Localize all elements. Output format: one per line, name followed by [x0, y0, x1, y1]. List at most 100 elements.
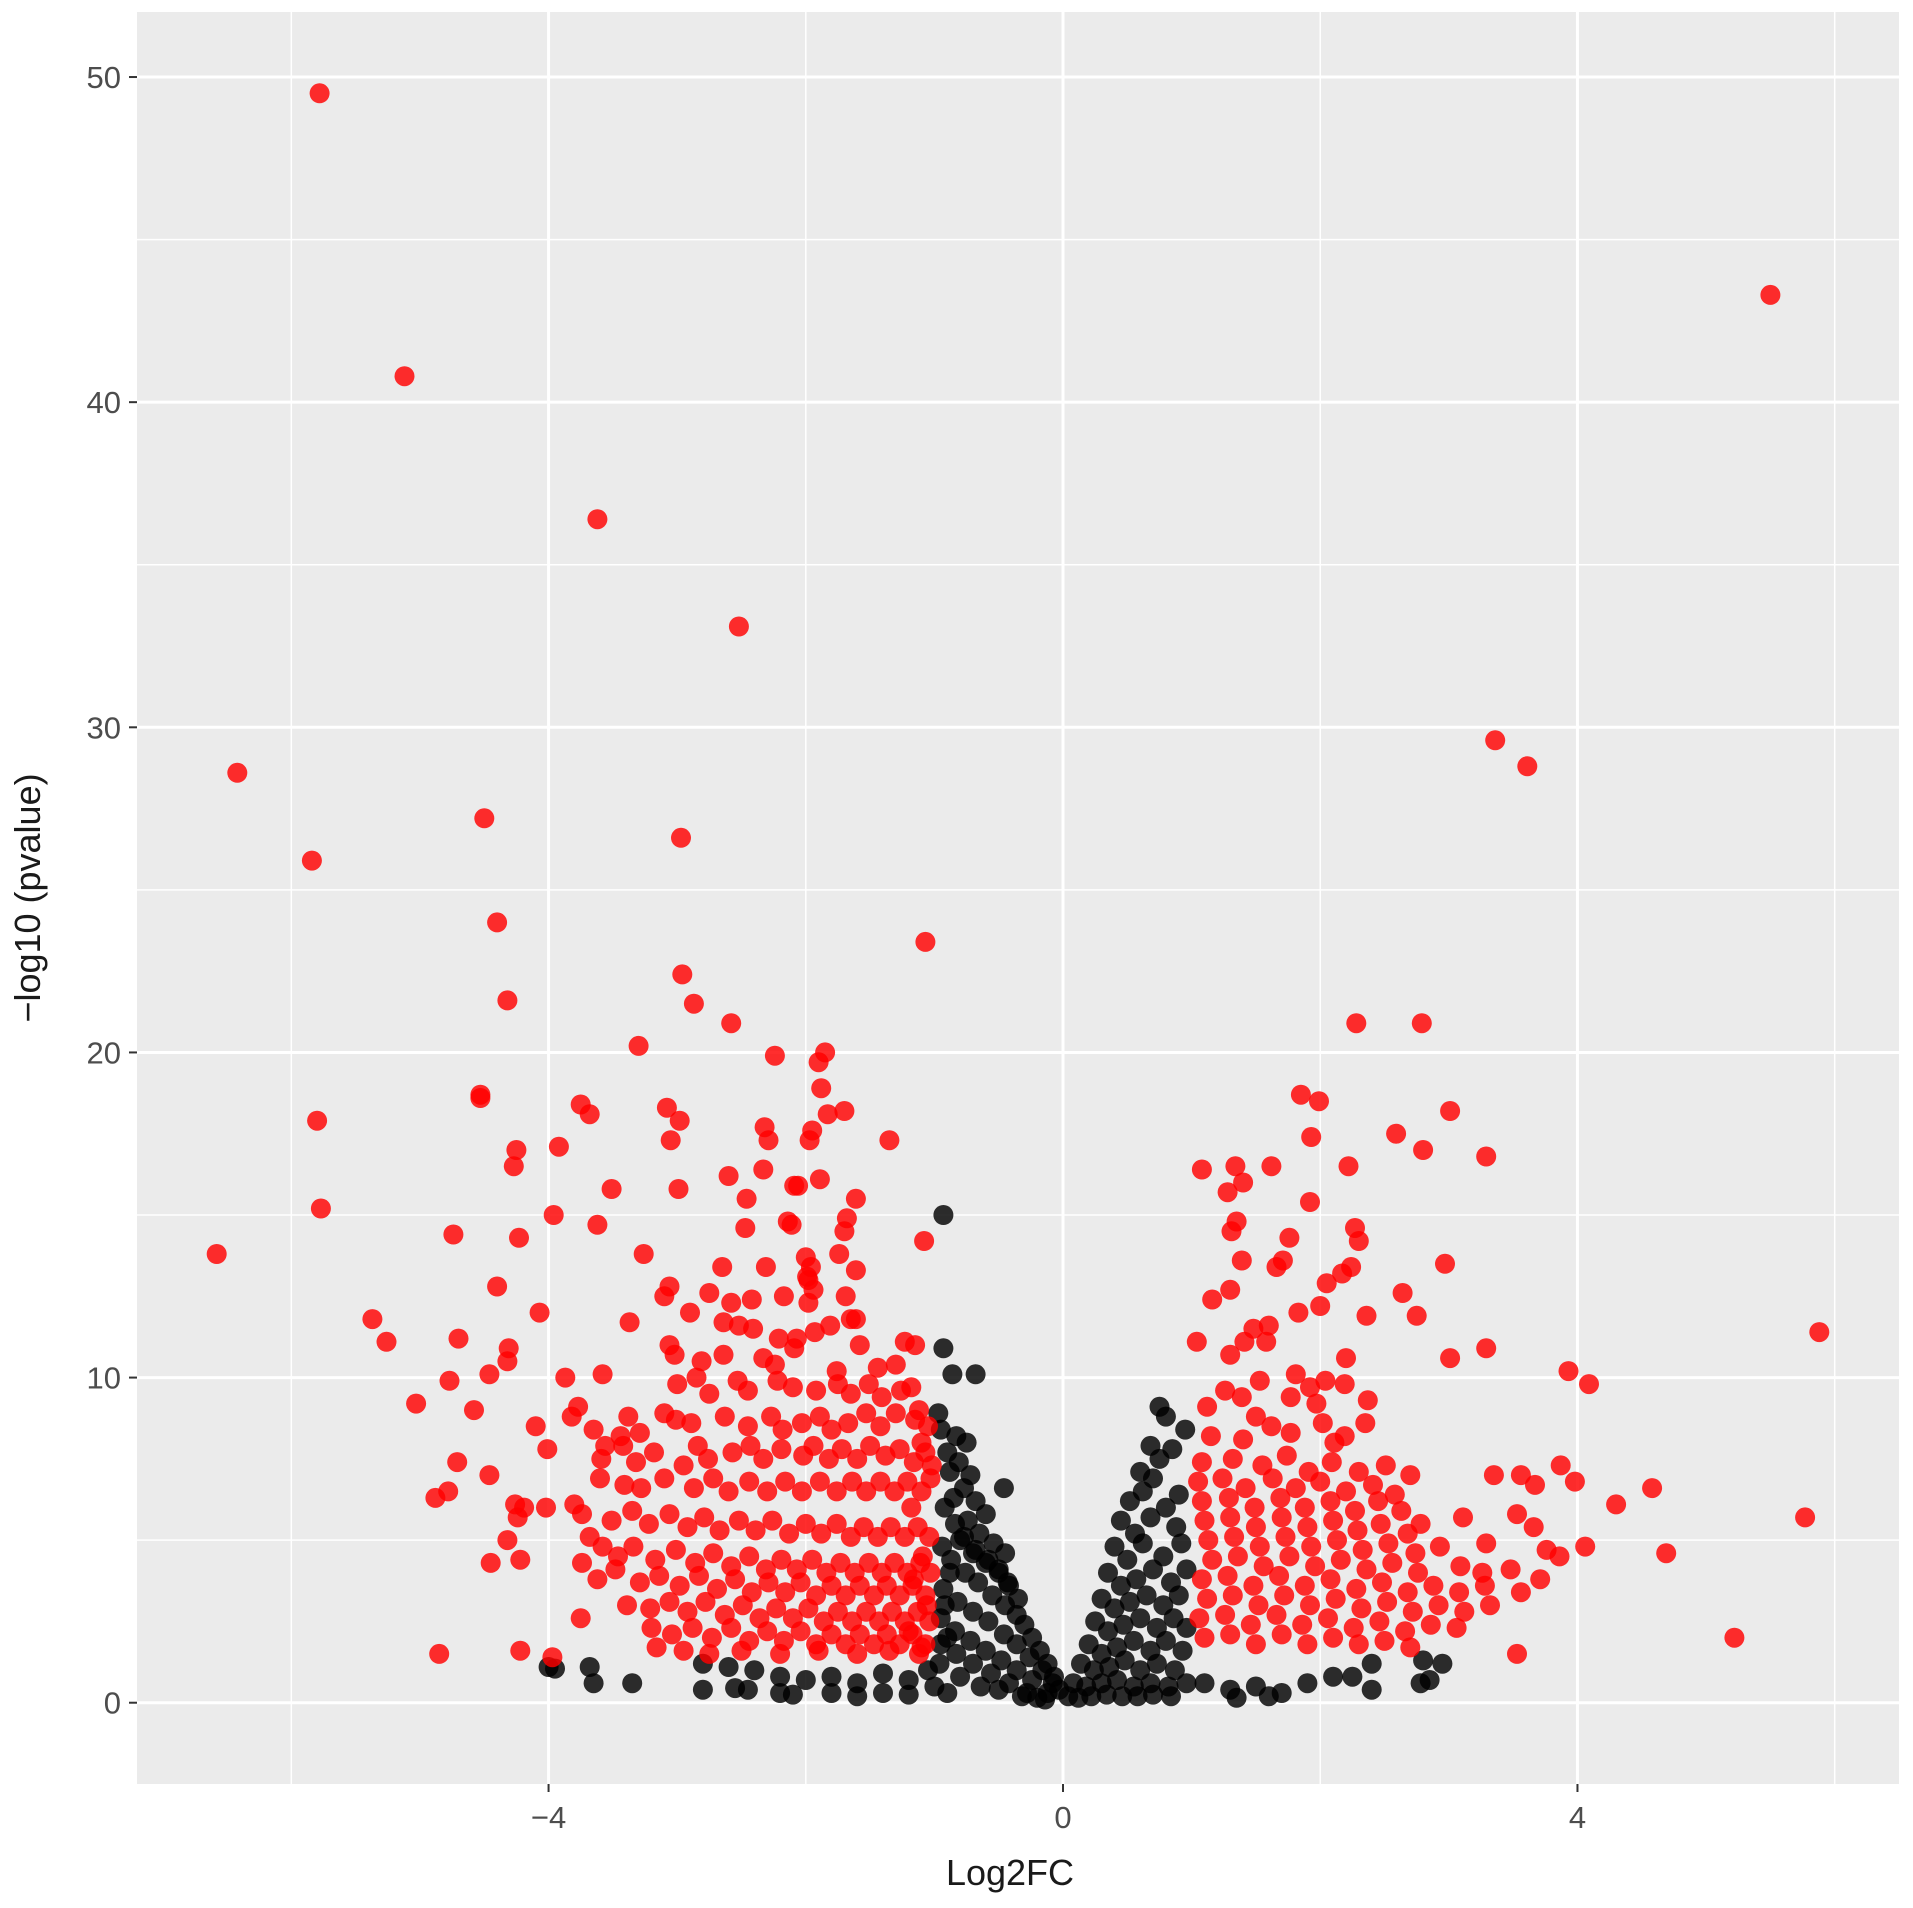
data-point-significant	[1285, 1478, 1306, 1499]
data-point-significant	[1320, 1569, 1341, 1590]
y-tick-label: 40	[87, 385, 121, 420]
data-point-significant	[699, 1283, 720, 1303]
data-point-significant	[591, 1448, 612, 1469]
data-point-significant	[1656, 1543, 1677, 1564]
data-point-significant	[394, 366, 415, 387]
data-point-not-significant	[975, 1640, 996, 1661]
data-point-significant	[803, 1435, 824, 1456]
y-tick-label: 50	[87, 60, 121, 95]
data-point-significant	[587, 1569, 608, 1590]
data-point-significant	[1220, 1344, 1241, 1365]
data-point-significant	[1372, 1572, 1392, 1593]
data-point-not-significant	[622, 1673, 643, 1694]
data-point-significant	[1357, 1390, 1378, 1411]
data-point-significant	[301, 850, 322, 871]
data-point-not-significant	[933, 1338, 954, 1359]
data-point-significant	[1316, 1273, 1337, 1294]
data-point-not-significant	[946, 1643, 967, 1664]
data-point-significant	[856, 1481, 877, 1502]
data-point-significant	[809, 1471, 830, 1492]
data-point-significant	[1525, 1474, 1545, 1495]
data-point-significant	[743, 1318, 764, 1339]
data-point-significant	[1346, 1578, 1367, 1599]
data-point-significant	[683, 993, 704, 1014]
data-point-not-significant	[1136, 1585, 1157, 1606]
data-point-significant	[1225, 1156, 1246, 1177]
data-point-not-significant	[1155, 1406, 1176, 1427]
data-point-significant	[915, 931, 936, 952]
data-point-significant	[1274, 1585, 1295, 1606]
data-point-significant	[613, 1435, 634, 1456]
data-point-significant	[439, 1370, 460, 1391]
data-point-significant	[847, 1643, 868, 1664]
data-point-significant	[911, 1432, 932, 1453]
data-point-significant	[811, 1523, 832, 1544]
data-point-significant	[753, 1448, 774, 1469]
data-point-significant	[1348, 1231, 1369, 1251]
data-point-significant	[1332, 1263, 1353, 1284]
data-point-significant	[1323, 1510, 1344, 1531]
data-point-significant	[664, 1344, 685, 1365]
data-point-not-significant	[1119, 1591, 1140, 1612]
data-point-significant	[1256, 1331, 1277, 1352]
data-point-significant	[718, 1481, 739, 1502]
data-point-significant	[849, 1624, 870, 1645]
data-point-not-significant	[933, 1578, 954, 1599]
data-point-significant	[1530, 1569, 1551, 1590]
data-point-significant	[660, 1130, 681, 1151]
data-point-not-significant	[1104, 1598, 1125, 1619]
data-point-significant	[919, 1611, 940, 1632]
data-point-significant	[920, 1562, 941, 1583]
data-point-significant	[1191, 1159, 1212, 1180]
data-point-not-significant	[968, 1572, 989, 1593]
data-point-not-significant	[954, 1526, 974, 1547]
data-point-not-significant	[1226, 1687, 1247, 1708]
data-point-significant	[1215, 1380, 1236, 1401]
data-point-significant	[447, 1452, 468, 1473]
data-point-significant	[698, 1448, 718, 1469]
data-point-significant	[448, 1328, 469, 1349]
data-point-significant	[1510, 1582, 1531, 1603]
data-point-significant	[682, 1617, 703, 1638]
data-point-significant	[1325, 1588, 1346, 1609]
data-point-not-significant	[782, 1684, 803, 1705]
data-point-significant	[695, 1591, 716, 1612]
data-point-significant	[1212, 1468, 1233, 1489]
data-point-significant	[764, 1045, 785, 1066]
data-point-significant	[507, 1507, 528, 1528]
data-point-not-significant	[737, 1679, 758, 1700]
data-point-significant	[1271, 1624, 1292, 1645]
plot-panel	[137, 12, 1899, 1784]
data-point-significant	[1285, 1364, 1306, 1385]
data-point-significant	[1324, 1432, 1345, 1453]
data-point-significant	[1795, 1507, 1816, 1528]
data-point-significant	[1290, 1084, 1311, 1105]
data-point-significant	[1262, 1468, 1283, 1489]
data-point-significant	[809, 1406, 830, 1427]
data-point-significant	[707, 1578, 727, 1599]
data-point-significant	[768, 1328, 789, 1349]
data-point-significant	[1507, 1643, 1527, 1664]
data-point-not-significant	[965, 1364, 986, 1385]
data-point-significant	[1191, 1452, 1212, 1473]
data-point-significant	[1288, 1302, 1309, 1323]
data-point-significant	[683, 1478, 704, 1499]
data-point-significant	[1280, 1422, 1301, 1443]
data-point-not-significant	[898, 1684, 919, 1705]
data-point-significant	[1480, 1595, 1500, 1616]
data-point-not-significant	[1155, 1630, 1176, 1651]
data-point-not-significant	[934, 1595, 955, 1616]
data-point-not-significant	[939, 1562, 960, 1583]
data-point-significant	[497, 990, 518, 1011]
data-point-significant	[784, 1338, 805, 1359]
data-point-significant	[309, 83, 330, 104]
data-point-significant	[1227, 1546, 1248, 1567]
data-point-significant	[1346, 1013, 1367, 1034]
data-point-significant	[912, 1546, 933, 1567]
data-point-significant	[1352, 1539, 1373, 1560]
y-tick-label: 20	[87, 1035, 121, 1070]
data-point-significant	[1397, 1582, 1418, 1603]
data-point-significant	[1200, 1426, 1221, 1447]
data-point-significant	[1336, 1481, 1356, 1502]
